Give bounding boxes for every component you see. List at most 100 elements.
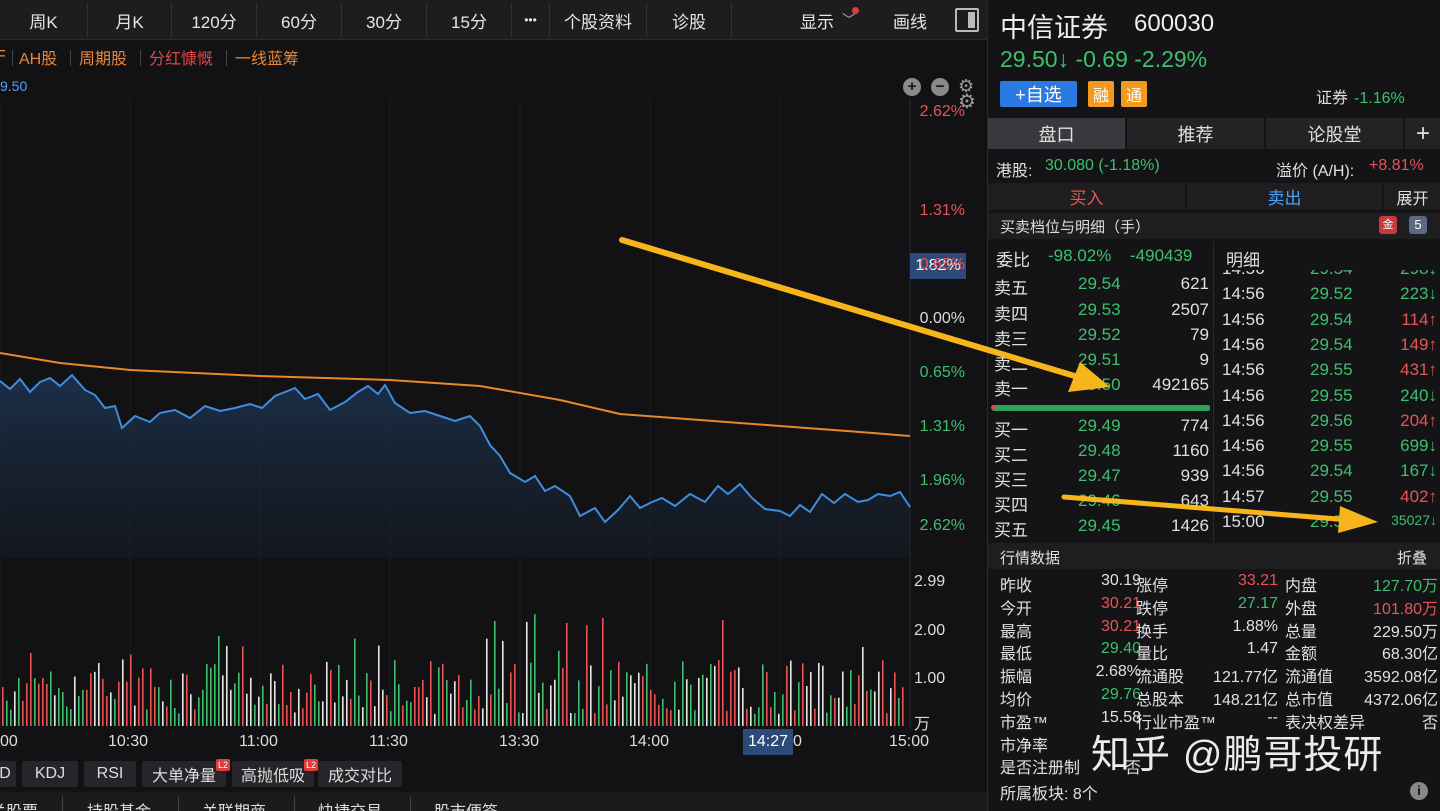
bottom-tab[interactable]: 关联期商 <box>202 798 266 811</box>
volume-bar <box>878 671 880 726</box>
bottom-tab[interactable]: 快捷交易 <box>318 798 382 811</box>
period-120min-button[interactable]: 120分 <box>172 3 257 37</box>
ask-row[interactable]: 卖三 29.52 79 <box>988 323 1213 349</box>
indicator-tab-high-low[interactable]: 高抛低吸 L2 <box>232 759 318 787</box>
volume-bar <box>114 698 116 726</box>
bid-row[interactable]: 买三 29.47 939 <box>988 464 1213 490</box>
bid-row[interactable]: 买一 29.49 774 <box>988 414 1213 440</box>
zoom-in-icon[interactable]: + <box>903 78 921 96</box>
volume-bar <box>250 677 252 726</box>
bottom-tab[interactable]: 持股基金 <box>87 798 151 811</box>
more-periods-button[interactable]: ••• <box>512 3 550 37</box>
level-price: 29.49 <box>1078 416 1121 435</box>
indicator-tab-kdj[interactable]: KDJ <box>22 761 78 787</box>
period-15min-button[interactable]: 15分 <box>427 3 512 37</box>
level-label: 卖一 <box>994 380 1028 399</box>
volume-bar <box>526 621 528 726</box>
bid-row[interactable]: 买五 29.45 1426 <box>988 514 1213 540</box>
quote-value: 2.68% <box>1095 663 1141 681</box>
add-tab-icon[interactable]: + <box>1405 118 1440 149</box>
indicator-tab-rsi[interactable]: RSI <box>84 761 136 787</box>
period-weekly-button[interactable]: 周K <box>0 3 88 37</box>
sector-row[interactable]: 所属板块: 8个 <box>988 777 1440 803</box>
buy-button[interactable]: 买入 <box>988 183 1185 210</box>
bottom-tab[interactable]: 股市便签 <box>434 798 498 811</box>
indicator-tab-volume-compare[interactable]: 成交对比 <box>318 761 402 787</box>
trade-qty: 204↑ <box>1400 410 1437 430</box>
volume-bar <box>898 698 900 726</box>
levels-badge[interactable]: 5 <box>1409 216 1427 234</box>
bottom-tabs: 关股票 持股基金 关联期商 快捷交易 股市便签 <box>0 792 987 811</box>
chart-settings-icon[interactable]: ⚙ <box>958 76 975 96</box>
ask-row[interactable]: 卖四 29.53 2507 <box>988 298 1213 324</box>
period-30min-button[interactable]: 30分 <box>342 3 427 37</box>
indicator-tab-big-order[interactable]: 大单净量 L2 <box>142 759 230 787</box>
display-dropdown[interactable]: 显示 ﹀ <box>800 3 880 37</box>
stock-profile-button[interactable]: 个股资料 <box>550 3 647 37</box>
trade-row: 15:00 29.50 35027↓ <box>1214 509 1440 534</box>
volume-bar <box>630 675 632 726</box>
ask-row[interactable]: 卖五 29.54 621 <box>988 272 1213 298</box>
zoom-out-icon[interactable]: − <box>931 78 949 96</box>
trade-row: 14:56 29.55 699↓ <box>1214 433 1440 458</box>
level-label: 买四 <box>994 496 1028 515</box>
tag-cyclical[interactable]: 周期股 <box>79 51 128 68</box>
add-favorite-button[interactable]: +自选 <box>1000 81 1077 107</box>
tag-ah-share[interactable]: AH股 <box>19 51 58 68</box>
price-line <box>0 373 911 524</box>
sector-indicator[interactable]: 证券 -1.16% <box>1316 84 1405 108</box>
volume-bar <box>622 696 624 726</box>
volume-bar <box>158 687 160 726</box>
trade-time: 15:00 <box>1222 512 1265 531</box>
volume-bar <box>734 670 736 726</box>
volume-bar <box>726 710 728 726</box>
level-price: 29.45 <box>1078 516 1121 535</box>
expand-button[interactable]: 展开 <box>1384 183 1440 210</box>
ask-row[interactable]: 卖一 29.50 492165 <box>988 373 1213 399</box>
quote-value: 33.21 <box>1237 572 1278 589</box>
intraday-chart[interactable]: 2.62% 1.82% 1.31% 0.65% 0.00% 0.65% 1.31… <box>0 98 987 758</box>
quote-key: 今开 <box>1000 600 1033 618</box>
indicator-tab[interactable]: D <box>0 761 16 787</box>
ask-row[interactable]: 卖二 29.51 9 <box>988 348 1213 374</box>
diagnose-button[interactable]: 诊股 <box>647 3 732 37</box>
sell-button[interactable]: 卖出 <box>1187 183 1382 210</box>
panel-toggle-icon[interactable] <box>955 8 979 32</box>
level-qty: 79 <box>1190 325 1209 344</box>
trade-time: 14:57 <box>1222 486 1265 506</box>
volume-bar <box>146 709 148 726</box>
period-60min-button[interactable]: 60分 <box>257 3 342 37</box>
volume-bar <box>462 707 464 726</box>
trade-time: 14:56 <box>1222 309 1265 329</box>
volume-bar <box>738 667 740 726</box>
quote-value: 68.30亿 <box>1381 646 1438 664</box>
trade-row: 14:56 29.54 114↑ <box>1214 307 1440 332</box>
level-price: 29.50 <box>1078 375 1121 394</box>
tag-bluechip[interactable]: 一线蓝筹 <box>235 51 300 68</box>
tab-forum[interactable]: 论股堂 <box>1266 118 1403 149</box>
tab-order-book[interactable]: 盘口 <box>988 118 1125 149</box>
tag-dividend[interactable]: 分红慷慨 <box>149 51 214 68</box>
tab-recommend[interactable]: 推荐 <box>1127 118 1264 149</box>
volume-bar <box>274 681 276 726</box>
period-monthly-button[interactable]: 月K <box>88 3 172 37</box>
volume-bar <box>22 701 24 726</box>
volume-bar <box>294 712 296 726</box>
bid-row[interactable]: 买四 29.46 643 <box>988 489 1213 515</box>
gear-icon[interactable]: ⚙ <box>958 91 976 113</box>
volume-bar <box>446 680 448 726</box>
gold-icon[interactable]: 金 <box>1379 216 1397 234</box>
trade-list[interactable]: 14:56 29.54 298↓ 14:56 29.52 223↓ 14:56 29.54 11… <box>1214 270 1440 542</box>
fold-button[interactable]: 折叠 <box>1397 550 1428 567</box>
bottom-tab[interactable]: 关股票 <box>0 798 38 811</box>
volume-bar <box>750 706 752 726</box>
volume-bar <box>802 663 804 726</box>
volume-bar <box>742 688 744 726</box>
draw-line-button[interactable]: 画线 <box>893 12 927 32</box>
time-label: 11:30 <box>369 733 408 750</box>
period-toolbar: 周K 月K 120分 60分 30分 15分 ••• 个股资料 诊股 显示 ﹀ … <box>0 0 987 40</box>
bid-row[interactable]: 买二 29.48 1160 <box>988 439 1213 465</box>
info-icon[interactable]: i <box>1410 782 1428 800</box>
price-area <box>0 375 910 558</box>
volume-bar <box>798 682 800 726</box>
